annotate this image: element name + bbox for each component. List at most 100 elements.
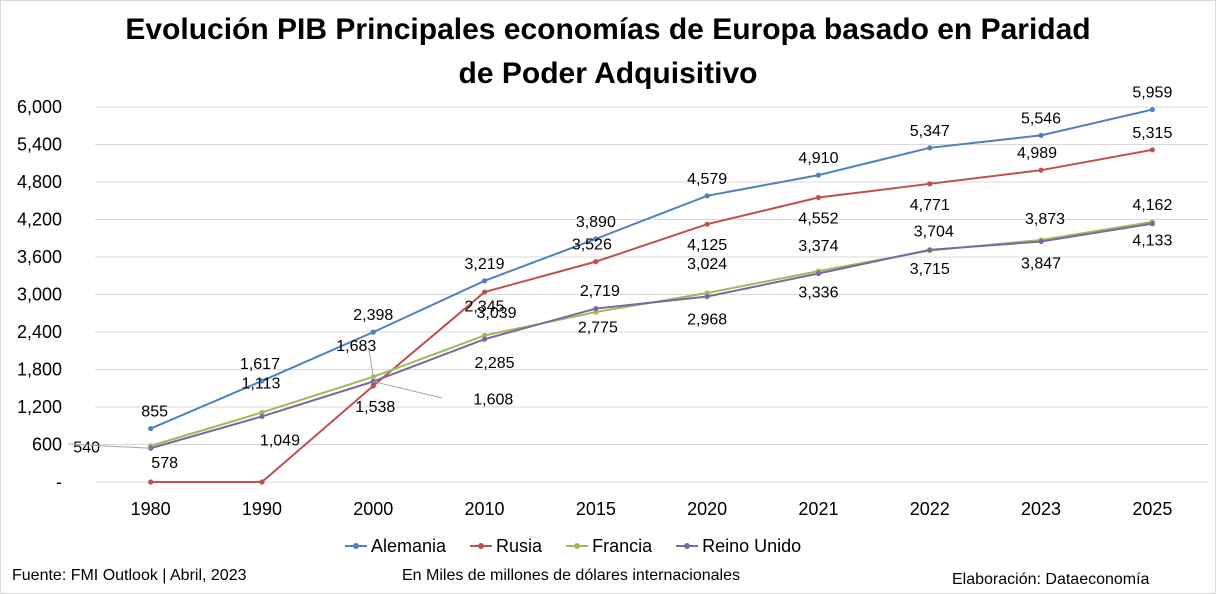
data-label: 5,546 (1021, 110, 1061, 127)
data-point (259, 378, 265, 384)
y-tick-label: 3,600 (17, 247, 62, 267)
legend-item-francia: Francia (566, 536, 652, 557)
data-point (1149, 221, 1155, 227)
data-label: 578 (151, 455, 178, 472)
legend-swatch-alemania (345, 543, 367, 549)
data-label: 3,873 (1025, 211, 1065, 228)
data-point (815, 172, 822, 178)
legend-item-reino-unido: Reino Unido (676, 536, 801, 557)
label-leader-line (67, 443, 151, 449)
chart-title-line1: Evolución PIB Principales economías de E… (125, 13, 1091, 46)
data-point (593, 236, 599, 242)
x-tick-label: 2020 (687, 499, 727, 519)
data-point (1149, 147, 1155, 153)
data-label: 2,345 (465, 298, 505, 315)
series-line-rusia (150, 148, 1153, 483)
y-tick-label: 5,400 (17, 135, 62, 155)
data-label: 1,608 (473, 392, 513, 409)
x-tick-label: 2015 (576, 499, 616, 519)
data-point (481, 278, 488, 284)
x-tick-label: 2023 (1021, 499, 1061, 519)
data-label: 3,526 (572, 237, 612, 254)
data-label: 5,315 (1132, 125, 1172, 142)
data-label: 5,347 (910, 123, 950, 140)
data-label: 4,133 (1132, 233, 1172, 250)
legend-swatch-francia (566, 543, 589, 549)
data-label: 5,959 (1132, 85, 1172, 102)
legend-item-rusia: Rusia (470, 536, 542, 557)
data-point (593, 259, 599, 265)
data-label: 2,398 (353, 307, 393, 324)
data-point (1038, 238, 1044, 245)
series-line-francia (150, 220, 1153, 447)
footer-source: Fuente: FMI Outlook | Abril, 2023 (12, 567, 247, 584)
data-point (259, 409, 265, 416)
data-point (815, 270, 822, 277)
data-point (815, 194, 822, 201)
legend-item-alemania: Alemania (345, 536, 446, 557)
legend-swatch-reino-unido (676, 543, 699, 549)
data-point (481, 336, 488, 342)
data-label: 1,113 (242, 375, 281, 392)
data-point (148, 479, 154, 485)
data-point (704, 293, 710, 300)
data-label: 1,538 (355, 399, 395, 416)
y-tick-label: 600 (32, 435, 62, 455)
data-label: 3,024 (687, 256, 727, 273)
legend-swatch-rusia (470, 543, 493, 549)
legend: Alemania Rusia Francia Reino Unido (345, 534, 801, 558)
data-label: 4,989 (1017, 145, 1057, 162)
data-label: 2,285 (475, 355, 515, 372)
data-label: 4,552 (798, 211, 838, 228)
data-label: 2,775 (578, 320, 618, 337)
chart-title-line2: de Poder Adquisitivo (458, 57, 758, 90)
data-label: 855 (141, 404, 168, 421)
data-label: 2,719 (580, 283, 620, 300)
data-point (370, 383, 376, 389)
y-tick-label: 6,000 (17, 97, 62, 117)
data-label: 1,049 (260, 432, 300, 449)
data-point (704, 193, 710, 199)
data-point (927, 145, 933, 151)
data-label: 3,715 (910, 261, 950, 278)
data-point (927, 181, 933, 187)
data-label: 4,162 (1132, 197, 1172, 214)
x-tick-label: 2000 (353, 499, 393, 519)
footer-credit: Elaboración: Dataeconomía (952, 571, 1150, 588)
data-label: 3,336 (798, 285, 838, 302)
data-label: 4,771 (910, 197, 950, 214)
data-point (704, 221, 710, 227)
data-label: 540 (73, 439, 100, 456)
data-label: 1,617 (240, 356, 280, 373)
data-point (481, 332, 488, 339)
chart-title: Evolución PIB Principales economías de E… (0, 8, 1216, 96)
y-tick-label: 3,000 (17, 285, 62, 305)
legend-label-rusia: Rusia (496, 535, 543, 556)
legend-label-reino-unido: Reino Unido (702, 535, 802, 556)
x-tick-label: 2010 (465, 499, 505, 519)
label-leader-line (373, 381, 443, 399)
y-tick-label: - (56, 472, 62, 492)
y-tick-label: 1,200 (17, 397, 62, 417)
data-point (481, 289, 488, 295)
data-label: 3,374 (798, 238, 838, 255)
footer-units: En Miles de millones de dólares internac… (402, 567, 740, 584)
y-tick-label: 4,800 (17, 172, 62, 192)
data-point (1038, 132, 1044, 138)
series-line-reino-unido (150, 222, 1153, 450)
data-point (1038, 167, 1044, 173)
data-point (927, 247, 933, 253)
data-label: 4,125 (687, 237, 727, 254)
data-point (259, 479, 265, 485)
label-leader-line (368, 348, 374, 377)
data-label: 3,890 (576, 214, 616, 231)
data-point (370, 329, 376, 335)
data-point (593, 305, 599, 312)
x-tick-label: 2025 (1132, 499, 1172, 519)
y-tick-label: 4,200 (17, 210, 62, 230)
x-tick-label: 1990 (242, 499, 282, 519)
data-label: 3,219 (465, 256, 505, 273)
series-line-alemania (150, 108, 1153, 430)
data-label: 4,579 (687, 171, 727, 188)
